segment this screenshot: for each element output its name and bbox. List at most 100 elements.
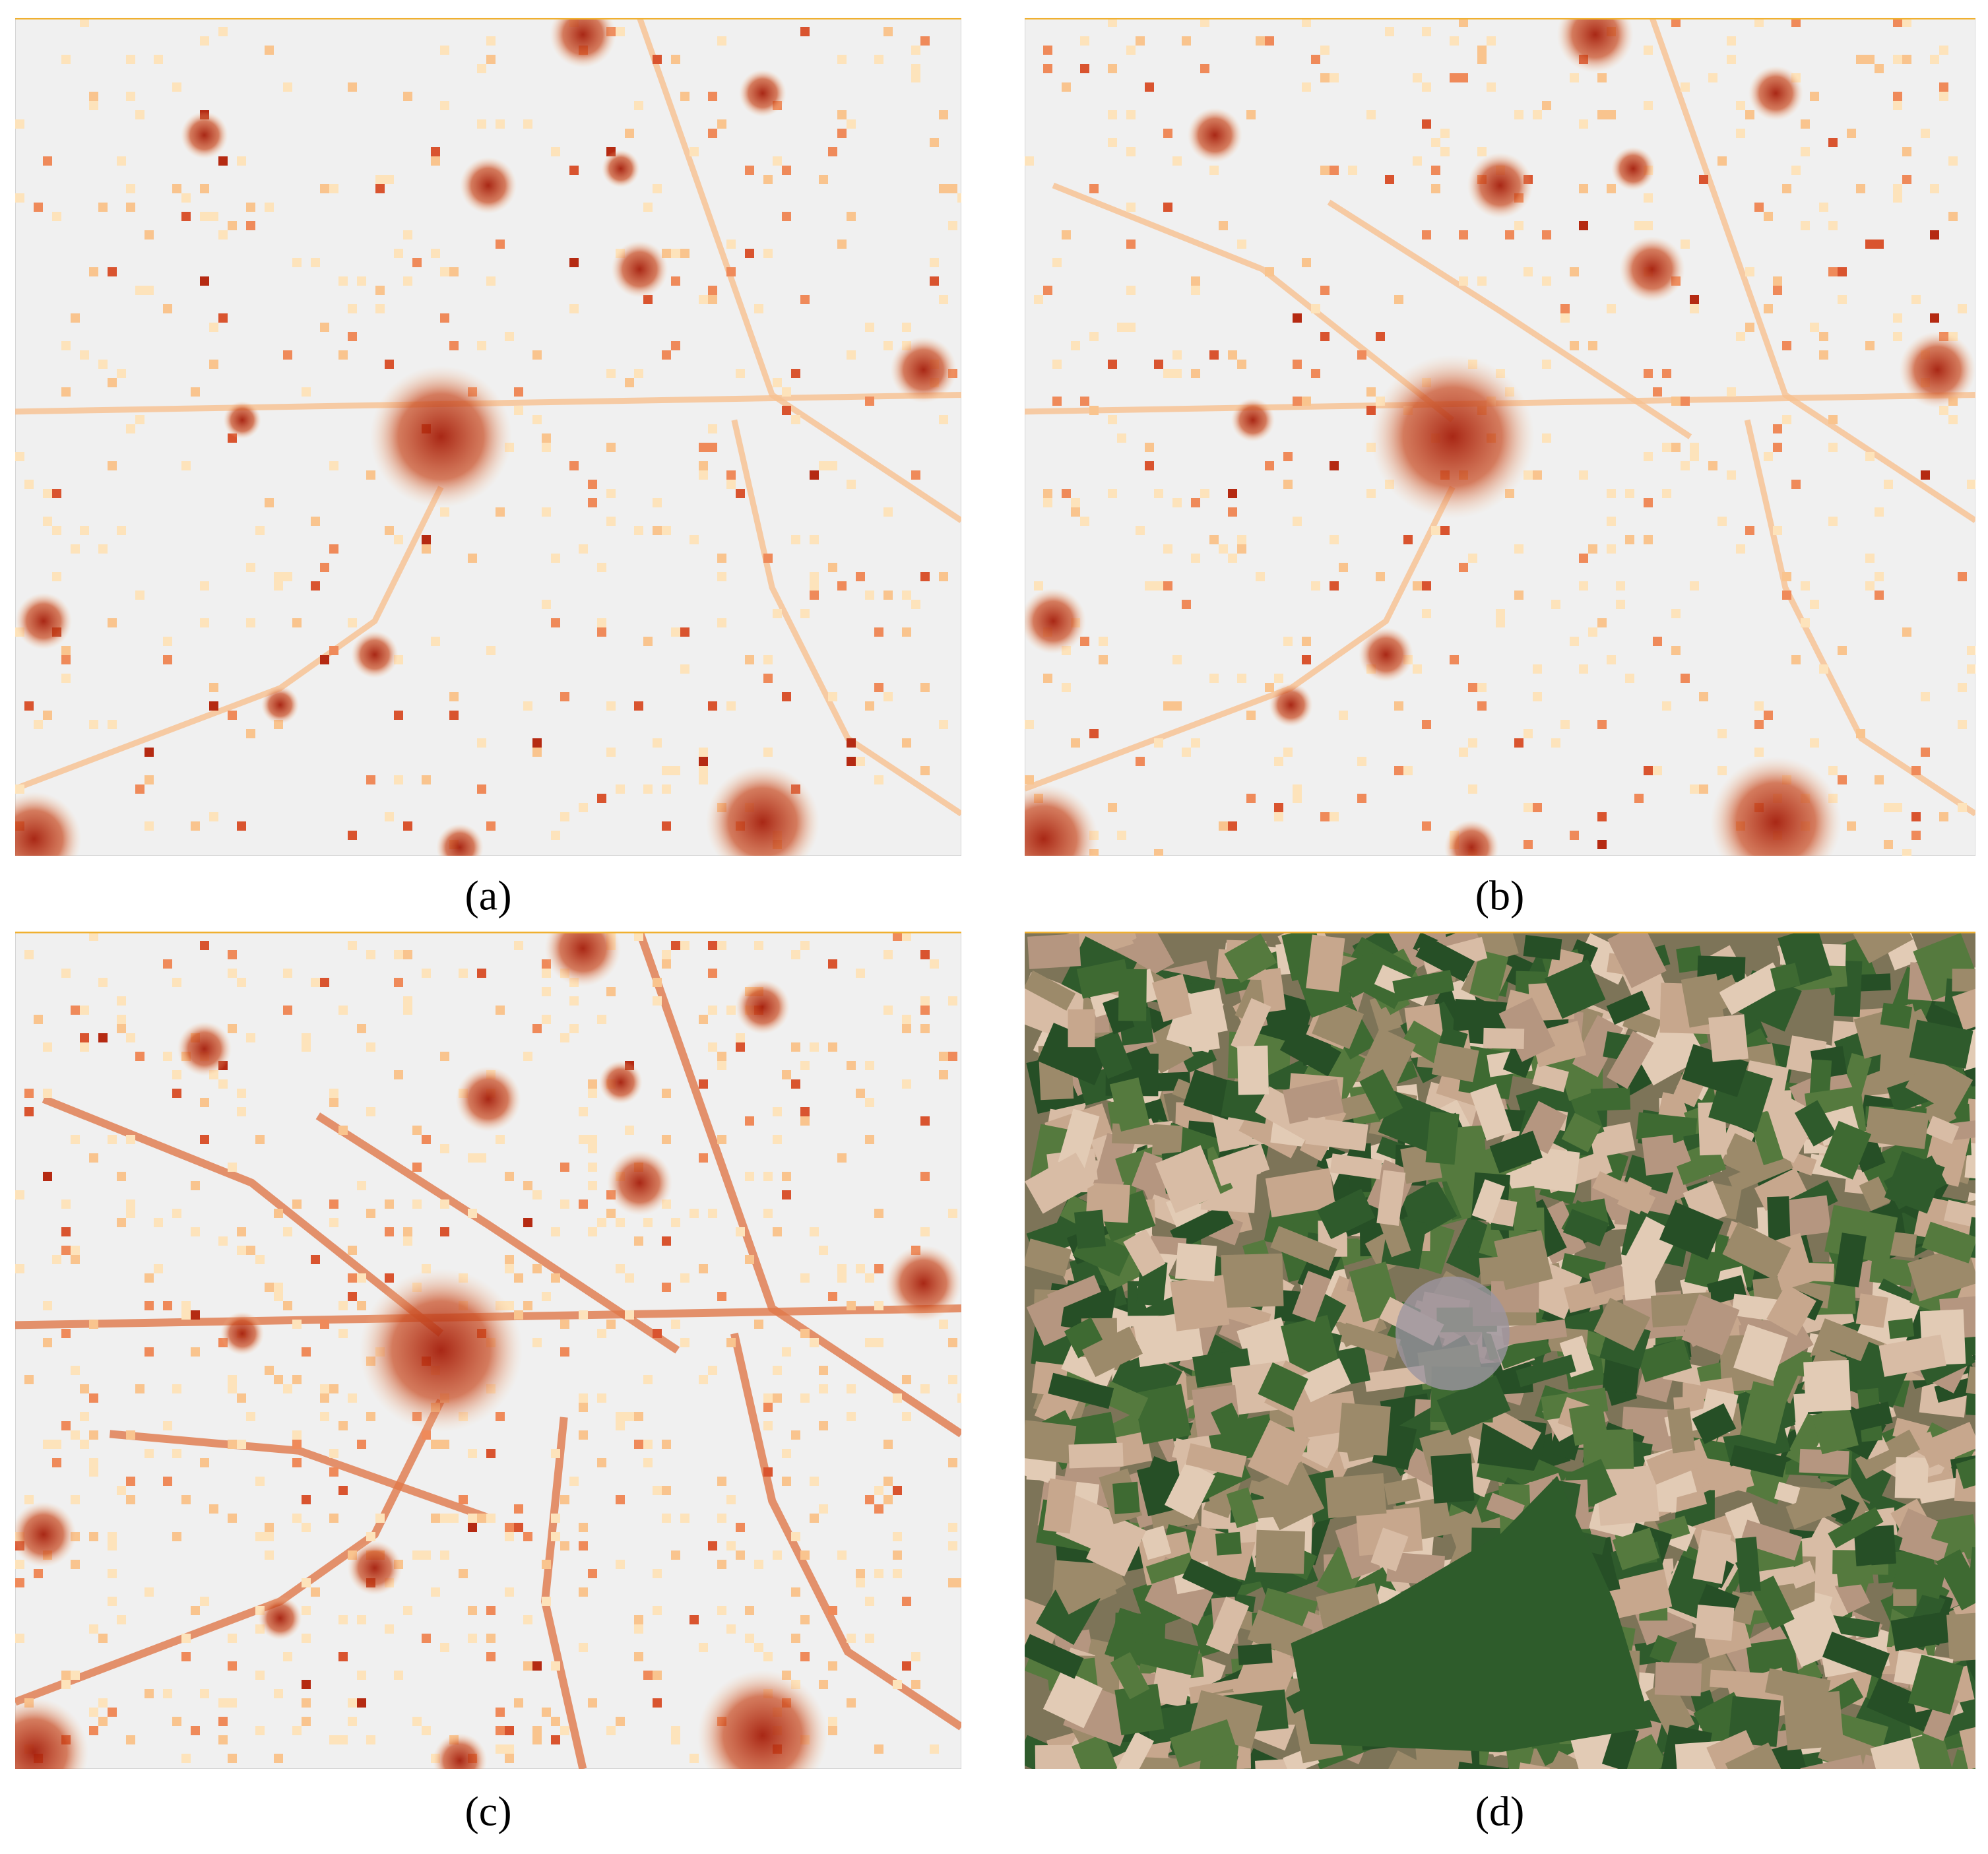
pixel — [1422, 27, 1431, 36]
field — [1240, 1748, 1285, 1769]
field — [1292, 1271, 1331, 1322]
pixel — [1847, 821, 1856, 831]
pixel — [172, 1449, 181, 1458]
pixel — [126, 55, 135, 64]
pixel — [1930, 230, 1939, 240]
pixel — [1274, 674, 1283, 683]
pixel — [412, 1199, 422, 1209]
pixel — [440, 267, 449, 276]
pixel — [579, 1107, 588, 1116]
pixel — [348, 1292, 357, 1301]
pixel — [1893, 803, 1902, 812]
pixel — [98, 1717, 108, 1726]
pixel — [514, 1698, 523, 1708]
pixel — [1283, 452, 1293, 461]
pixel — [218, 1236, 228, 1246]
pixel — [1791, 655, 1801, 664]
pixel — [1717, 729, 1727, 738]
field — [1822, 1631, 1890, 1679]
pixel — [1690, 304, 1699, 313]
field — [1719, 962, 1786, 1015]
pixel — [89, 1726, 98, 1735]
pixel — [532, 1338, 542, 1347]
field — [1770, 963, 1801, 992]
pixel — [1588, 341, 1597, 350]
pixel — [191, 1606, 200, 1615]
pixel — [1376, 332, 1385, 341]
pixel — [847, 119, 856, 129]
pixel — [1681, 240, 1690, 249]
pixel — [920, 36, 930, 46]
pixel — [1422, 230, 1431, 240]
pixel — [144, 1689, 154, 1698]
field — [1888, 1318, 1915, 1339]
pixel — [144, 1273, 154, 1283]
road — [42, 1095, 444, 1337]
field — [1110, 1651, 1150, 1700]
pixel — [551, 554, 560, 563]
pixel — [588, 1135, 597, 1144]
pixel — [218, 156, 228, 166]
pixel — [80, 1440, 89, 1449]
pixel — [1671, 397, 1681, 406]
pixel — [61, 674, 71, 683]
pixel — [1283, 637, 1293, 646]
field — [1636, 1112, 1698, 1145]
pixel — [606, 1726, 616, 1735]
pixel — [338, 1006, 348, 1015]
pixel — [1265, 267, 1274, 276]
pixel — [449, 692, 459, 701]
pixel — [61, 55, 71, 64]
pixel — [1228, 507, 1237, 517]
pixel — [172, 1717, 181, 1726]
pixel — [800, 1107, 810, 1116]
settlement — [15, 791, 82, 856]
pixel — [440, 1227, 449, 1236]
settlement — [436, 823, 484, 856]
pixel — [1801, 221, 1810, 230]
pixel — [15, 119, 24, 129]
pixel — [1681, 82, 1690, 92]
field — [1853, 932, 1913, 964]
pixel — [625, 1412, 634, 1421]
pixel — [948, 1375, 957, 1384]
pixel — [939, 1070, 948, 1079]
pixel — [366, 1532, 375, 1541]
pixel — [459, 969, 468, 978]
pixel — [588, 1698, 597, 1708]
pixel — [477, 119, 486, 129]
pixel — [144, 1347, 154, 1357]
field — [1042, 1669, 1103, 1729]
pixel — [1681, 461, 1690, 470]
pixel — [856, 1578, 865, 1587]
pixel — [653, 1329, 662, 1338]
pixel — [135, 1384, 144, 1393]
pixel — [948, 1458, 957, 1467]
pixel — [403, 821, 412, 831]
pixel — [689, 1209, 699, 1218]
pixel — [736, 1523, 745, 1532]
pixel — [496, 1006, 505, 1015]
pixel — [1172, 369, 1182, 378]
pixel — [108, 720, 117, 729]
field — [1068, 1009, 1095, 1048]
pixel — [375, 184, 385, 193]
pixel — [255, 1726, 265, 1735]
pixel — [43, 1042, 52, 1052]
field — [1491, 1281, 1539, 1313]
pixel — [98, 544, 108, 554]
pixel — [699, 1264, 708, 1273]
pixel — [274, 1375, 283, 1384]
settlement — [347, 1541, 402, 1595]
pixel — [1293, 397, 1302, 406]
pixel — [98, 1698, 108, 1708]
pixel — [320, 1320, 329, 1329]
pixel — [1653, 766, 1662, 775]
pixel — [828, 1606, 837, 1615]
pixel — [200, 941, 209, 950]
pixel — [902, 591, 911, 600]
pixel — [810, 581, 819, 591]
pixel — [302, 1698, 311, 1708]
pixel — [763, 249, 773, 258]
field — [1260, 967, 1286, 1013]
